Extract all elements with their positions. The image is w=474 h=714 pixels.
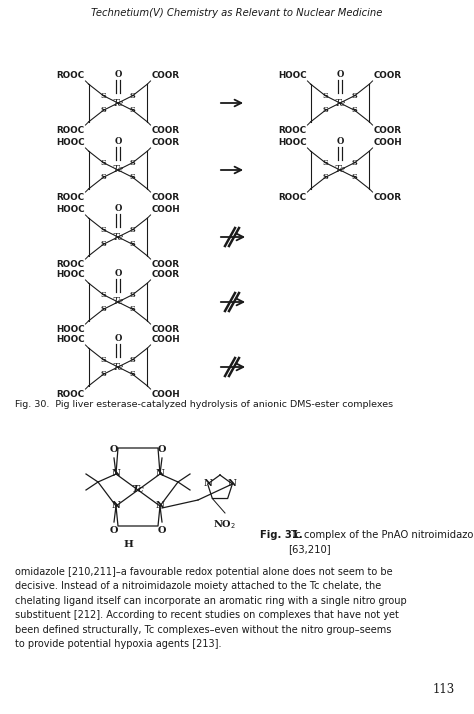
Text: Tc complex of the PnAO nitroimidazole ligand
[63,210]: Tc complex of the PnAO nitroimidazole li…: [288, 530, 474, 554]
Text: N: N: [111, 501, 120, 511]
Text: S: S: [100, 241, 106, 248]
Text: S: S: [100, 159, 106, 166]
Text: S: S: [322, 174, 328, 181]
Text: S: S: [352, 106, 357, 114]
Text: Fig. 31.: Fig. 31.: [260, 530, 303, 540]
Text: 113: 113: [433, 683, 455, 696]
Text: S: S: [130, 291, 136, 298]
Text: O: O: [158, 445, 166, 454]
Text: S: S: [100, 306, 106, 313]
Text: COOR: COOR: [152, 126, 180, 135]
Text: omidazole [210,211]–a favourable redox potential alone does not seem to be
decis: omidazole [210,211]–a favourable redox p…: [15, 567, 407, 649]
Text: Te: Te: [112, 363, 124, 371]
Text: N: N: [228, 480, 237, 488]
Text: S: S: [130, 306, 136, 313]
Text: Tc: Tc: [132, 486, 145, 495]
Text: COOR: COOR: [152, 71, 180, 80]
Text: S: S: [322, 159, 328, 166]
Text: HOOC: HOOC: [56, 138, 84, 147]
Text: Te: Te: [334, 99, 346, 108]
Text: COOR: COOR: [152, 270, 180, 279]
Text: S: S: [322, 91, 328, 100]
Text: O: O: [110, 445, 118, 454]
Text: S: S: [100, 106, 106, 114]
Text: S: S: [130, 174, 136, 181]
Text: Te: Te: [112, 298, 124, 306]
Text: COOH: COOH: [152, 205, 180, 214]
Text: Te: Te: [112, 233, 124, 241]
Text: HOOC: HOOC: [56, 325, 84, 334]
Text: COOH: COOH: [152, 390, 180, 399]
Text: S: S: [130, 241, 136, 248]
Text: O: O: [114, 70, 122, 79]
Text: O: O: [158, 526, 166, 535]
Text: N: N: [111, 470, 120, 478]
Text: COOR: COOR: [152, 193, 180, 202]
Text: S: S: [100, 291, 106, 298]
Text: S: S: [352, 91, 357, 100]
Text: S: S: [130, 91, 136, 100]
Text: ROOC: ROOC: [278, 193, 306, 202]
Text: O: O: [114, 334, 122, 343]
Text: S: S: [322, 106, 328, 114]
Text: S: S: [130, 106, 136, 114]
Text: COOR: COOR: [152, 138, 180, 147]
Text: O: O: [114, 137, 122, 146]
Text: O: O: [114, 269, 122, 278]
Text: ROOC: ROOC: [56, 71, 84, 80]
Text: S: S: [130, 226, 136, 233]
Text: COOR: COOR: [152, 260, 180, 269]
Text: S: S: [100, 226, 106, 233]
Text: HOOC: HOOC: [56, 270, 84, 279]
Text: COOR: COOR: [374, 126, 402, 135]
Text: COOR: COOR: [374, 71, 402, 80]
Text: HOOC: HOOC: [56, 205, 84, 214]
Text: S: S: [100, 371, 106, 378]
Text: COOH: COOH: [374, 138, 402, 147]
Text: ROOC: ROOC: [56, 126, 84, 135]
Text: Te: Te: [112, 166, 124, 174]
Text: ROOC: ROOC: [56, 193, 84, 202]
Text: HOOC: HOOC: [278, 71, 306, 80]
Text: Te: Te: [112, 99, 124, 108]
Text: ROOC: ROOC: [56, 390, 84, 399]
Text: S: S: [100, 174, 106, 181]
Text: COOH: COOH: [152, 335, 180, 344]
Text: ROOC: ROOC: [278, 126, 306, 135]
Text: S: S: [100, 356, 106, 363]
Text: S: S: [352, 174, 357, 181]
Text: O: O: [110, 526, 118, 535]
Text: S: S: [352, 159, 357, 166]
Text: S: S: [100, 91, 106, 100]
Text: COOR: COOR: [374, 193, 402, 202]
Text: Fig. 30.  Pig liver esterase-catalyzed hydrolysis of anionic DMS-ester complexes: Fig. 30. Pig liver esterase-catalyzed hy…: [15, 400, 393, 409]
Text: N: N: [203, 480, 212, 488]
Text: Technetium(V) Chemistry as Relevant to Nuclear Medicine: Technetium(V) Chemistry as Relevant to N…: [91, 8, 383, 18]
Text: O: O: [337, 70, 344, 79]
Text: O: O: [337, 137, 344, 146]
Text: NO$_2$: NO$_2$: [213, 518, 237, 531]
Text: O: O: [114, 204, 122, 213]
Text: S: S: [130, 356, 136, 363]
Text: N: N: [155, 501, 164, 511]
Text: ROOC: ROOC: [56, 260, 84, 269]
Text: Te: Te: [334, 166, 346, 174]
Text: COOR: COOR: [152, 325, 180, 334]
Text: S: S: [130, 371, 136, 378]
Text: HOOC: HOOC: [278, 138, 306, 147]
Text: S: S: [130, 159, 136, 166]
Text: HOOC: HOOC: [56, 335, 84, 344]
Text: N: N: [155, 470, 164, 478]
Text: H: H: [123, 540, 133, 549]
